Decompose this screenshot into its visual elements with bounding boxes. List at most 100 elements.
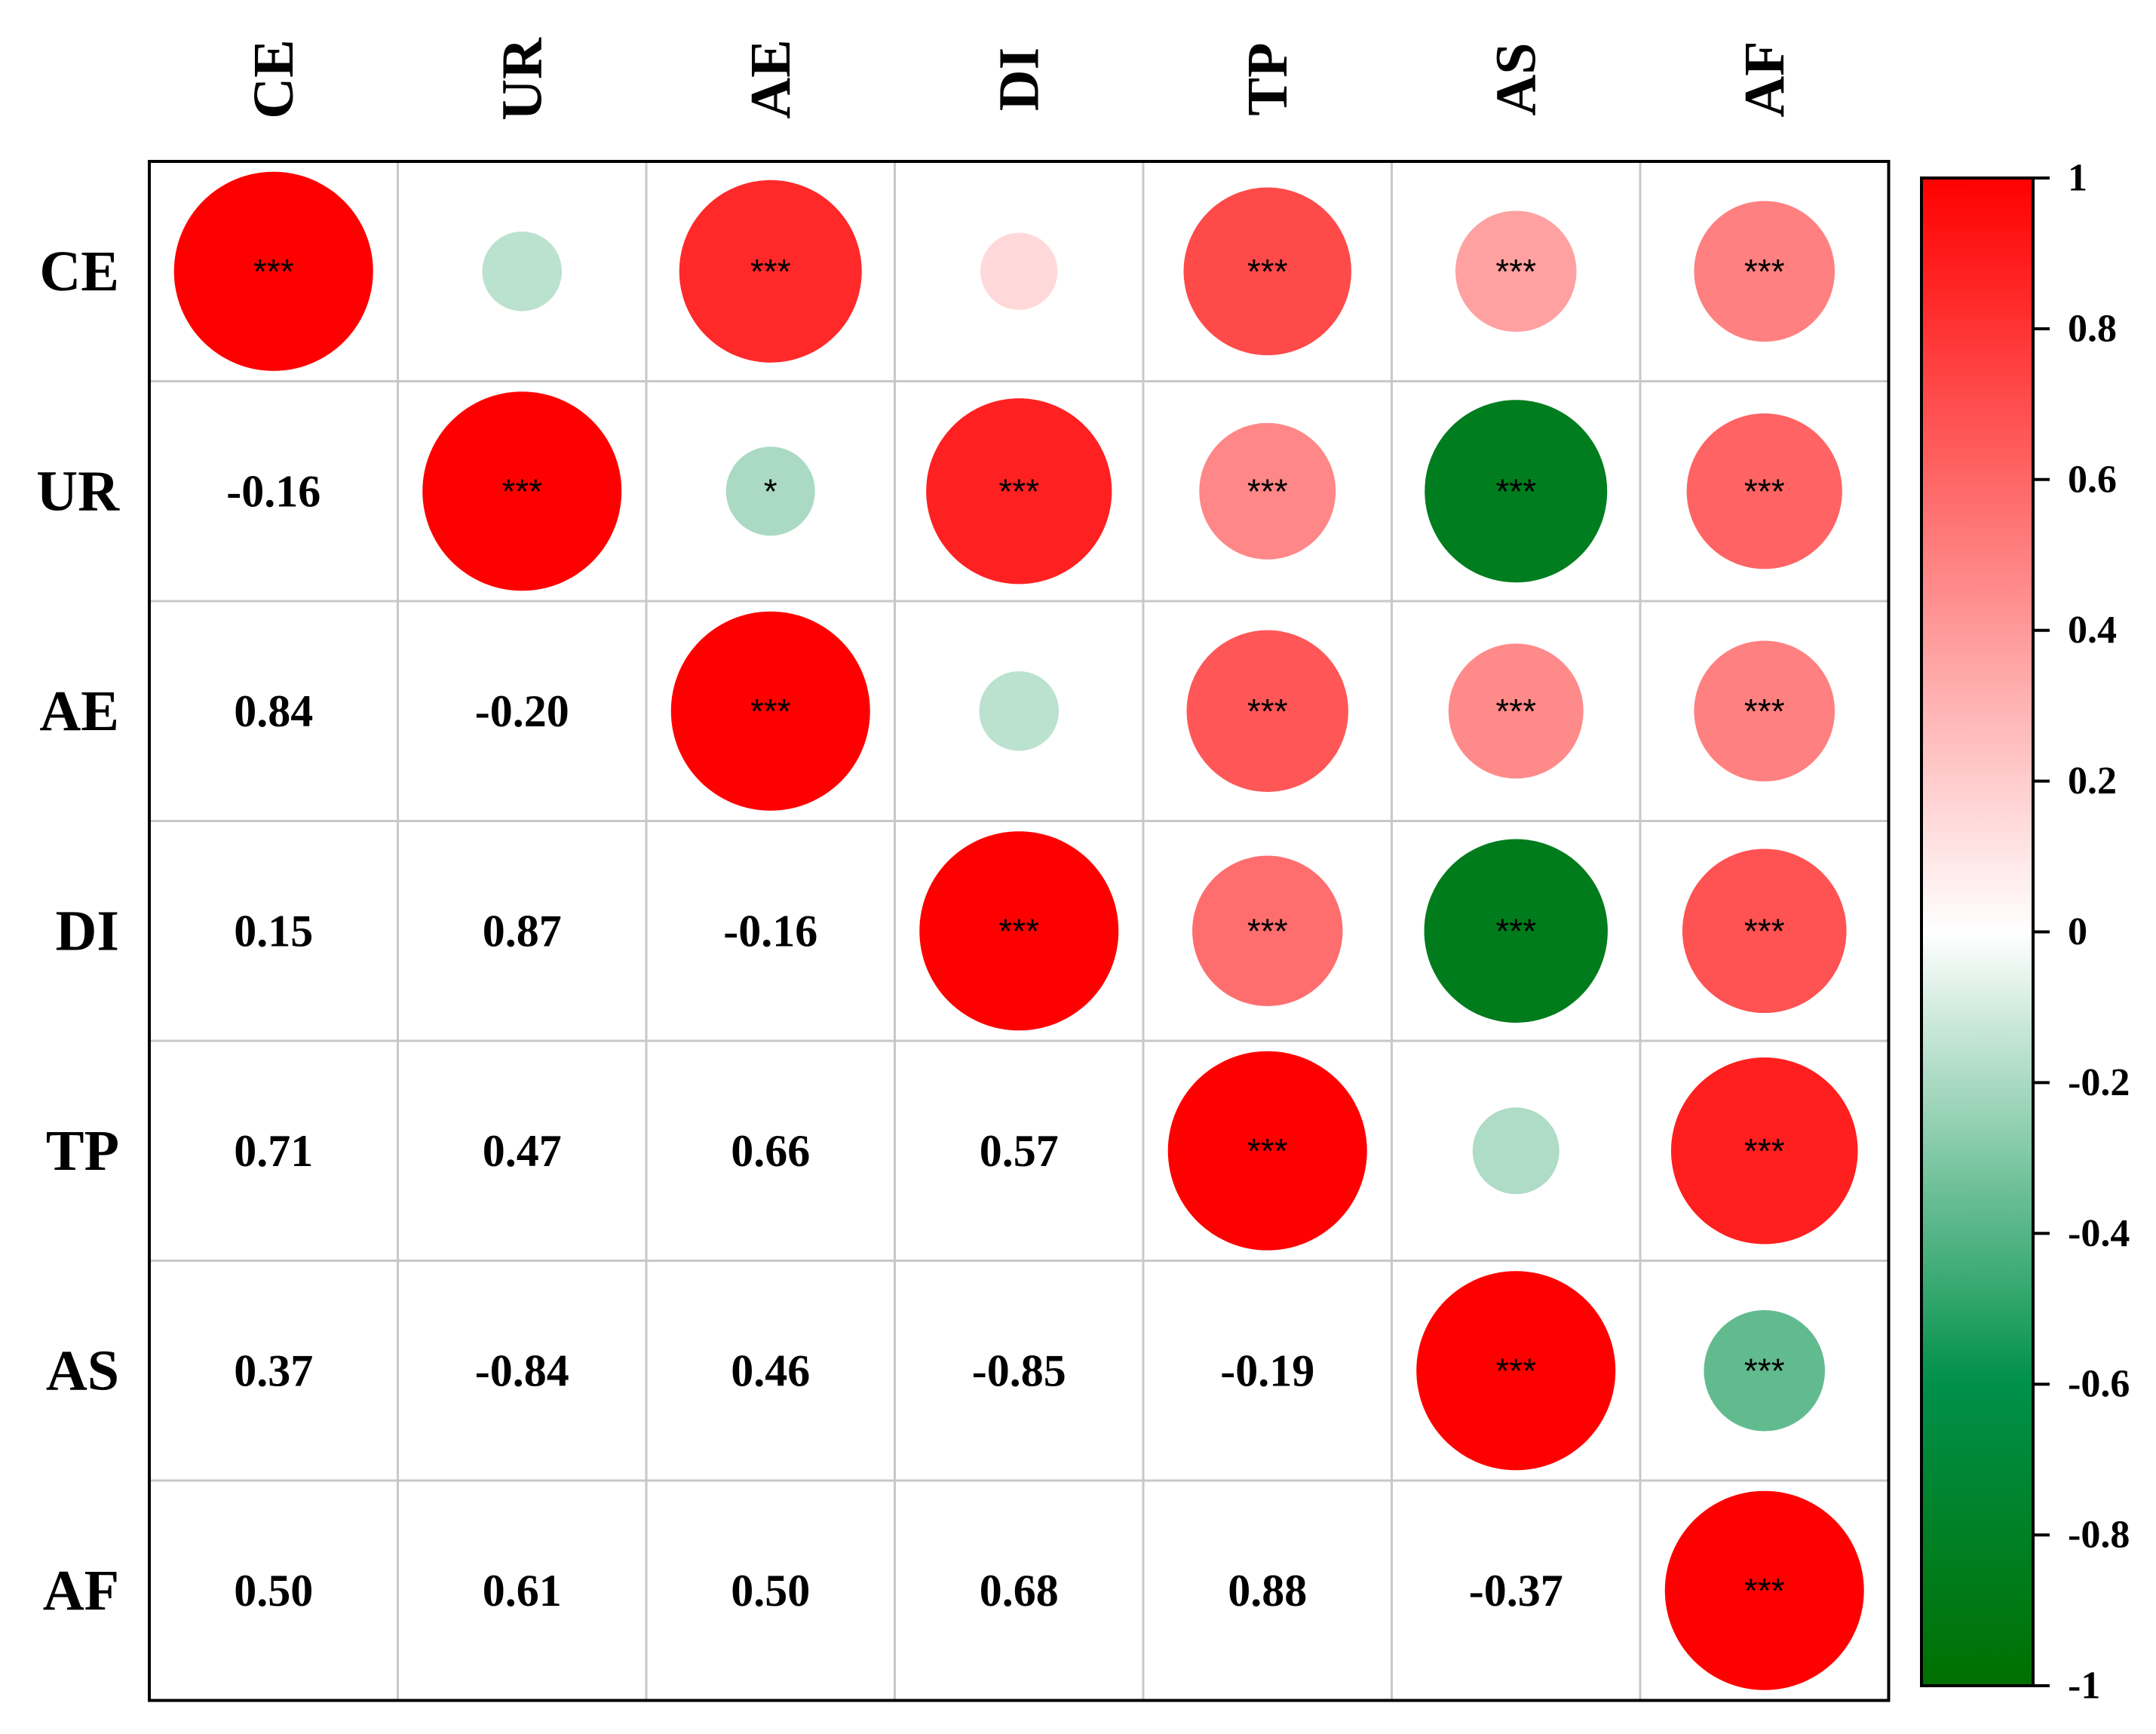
color-bar-tick-label: 0 (2068, 910, 2087, 953)
correlation-value: 0.87 (483, 906, 562, 956)
significance-marker: *** (1495, 471, 1536, 511)
significance-marker: *** (998, 911, 1039, 950)
color-bar-tick-label: 0.4 (2068, 609, 2117, 652)
color-bar-tick-label: 0.6 (2068, 458, 2117, 501)
correlation-circle (1682, 849, 1847, 1014)
color-bar-tick-label: -1 (2068, 1665, 2100, 1708)
color-bar-tick-label: -0.4 (2068, 1212, 2130, 1255)
significance-marker: *** (501, 471, 542, 511)
row-label: AS (46, 1339, 119, 1402)
correlation-circle (1183, 187, 1351, 355)
color-bar-tick-label: 1 (2068, 157, 2087, 200)
significance-marker: *** (998, 471, 1039, 511)
correlation-value: -0.85 (972, 1346, 1066, 1395)
correlation-value: -0.16 (226, 466, 320, 516)
correlation-circle (979, 671, 1060, 751)
significance-marker: *** (1744, 1351, 1785, 1390)
correlation-value: 0.71 (234, 1126, 313, 1176)
correlation-circle (670, 611, 870, 811)
significance-marker: *** (1247, 692, 1288, 731)
row-label: UR (36, 459, 120, 523)
correlation-circle (1199, 422, 1336, 560)
significance-marker: *** (750, 252, 791, 291)
correlation-circle (725, 447, 815, 536)
significance-marker: *** (1495, 252, 1536, 291)
correlation-value: 0.57 (980, 1126, 1059, 1176)
significance-marker: *** (1744, 911, 1785, 950)
correlation-circle (1425, 400, 1608, 583)
correlation-value: 0.66 (731, 1126, 810, 1176)
column-label: AF (1733, 41, 1796, 117)
column-label: TP (1236, 42, 1299, 115)
column-label: DI (987, 48, 1050, 111)
significance-marker: *** (1744, 1571, 1785, 1610)
correlation-circle (1416, 1271, 1616, 1471)
color-bar (1920, 176, 2035, 1687)
correlation-value: 0.68 (980, 1566, 1059, 1616)
significance-marker: *** (1495, 1351, 1536, 1390)
correlation-value: -0.20 (475, 686, 569, 736)
plot-border (148, 160, 1891, 1702)
correlation-circle (1424, 839, 1608, 1023)
row-label: DI (56, 899, 119, 962)
color-bar-tick-label: -0.8 (2068, 1514, 2130, 1557)
correlation-value: 0.88 (1228, 1566, 1307, 1616)
column-label: CE (242, 39, 305, 119)
correlation-value: 0.84 (234, 686, 313, 736)
correlation-circle (1664, 1490, 1864, 1690)
correlation-circle (1167, 1051, 1367, 1251)
column-label: UR (490, 37, 554, 121)
color-bar-tick-label: -0.6 (2068, 1363, 2130, 1406)
correlation-value: 0.37 (234, 1346, 313, 1395)
significance-marker: *** (1495, 911, 1536, 950)
significance-marker: * (764, 471, 777, 511)
correlation-value: -0.16 (723, 906, 817, 956)
column-label: AE (739, 39, 802, 119)
correlation-circle (1472, 1107, 1559, 1195)
correlation-value: 0.47 (483, 1126, 562, 1176)
correlation-value: -0.84 (475, 1346, 569, 1395)
correlation-circle (679, 180, 862, 363)
correlation-circle (422, 391, 622, 591)
correlation-value: -0.19 (1220, 1346, 1314, 1395)
correlation-value: 0.15 (234, 906, 313, 956)
significance-marker: *** (253, 252, 294, 291)
significance-marker: *** (1247, 911, 1288, 950)
significance-marker: *** (1247, 1131, 1288, 1171)
row-label: TP (46, 1119, 119, 1183)
correlation-value: 0.50 (234, 1566, 313, 1616)
correlation-circle (919, 831, 1119, 1031)
significance-marker: *** (1744, 1131, 1785, 1171)
correlation-circle (1448, 643, 1584, 779)
correlation-circle (1670, 1057, 1858, 1244)
color-bar-tick-label: -0.2 (2068, 1061, 2130, 1104)
correlation-circle (1455, 210, 1577, 333)
significance-marker: *** (1744, 692, 1785, 731)
row-label: AF (43, 1559, 119, 1622)
correlation-value: 0.61 (483, 1566, 562, 1616)
color-bar-tick-label: 0.2 (2068, 760, 2117, 803)
significance-marker: *** (1247, 252, 1288, 291)
correlation-circle (1686, 413, 1842, 569)
significance-marker: *** (1495, 692, 1536, 731)
color-bar-tick-label: 0.8 (2068, 307, 2117, 350)
significance-marker: *** (1744, 471, 1785, 511)
correlation-circle (926, 398, 1112, 585)
correlation-circle (1694, 201, 1836, 342)
correlation-value: 0.50 (731, 1566, 810, 1616)
significance-marker: *** (1744, 252, 1785, 291)
correlation-circle (1694, 640, 1836, 782)
column-label: AS (1484, 42, 1547, 115)
correlation-circle (1192, 855, 1343, 1006)
significance-marker: *** (750, 692, 791, 731)
row-label: CE (39, 240, 119, 303)
correlation-circle (1704, 1309, 1826, 1432)
correlation-circle (173, 171, 373, 371)
correlation-circle (1186, 630, 1348, 792)
correlation-value: 0.46 (731, 1346, 810, 1395)
correlation-value: -0.37 (1469, 1566, 1563, 1616)
significance-marker: *** (1247, 471, 1288, 511)
correlation-circle (482, 231, 563, 312)
